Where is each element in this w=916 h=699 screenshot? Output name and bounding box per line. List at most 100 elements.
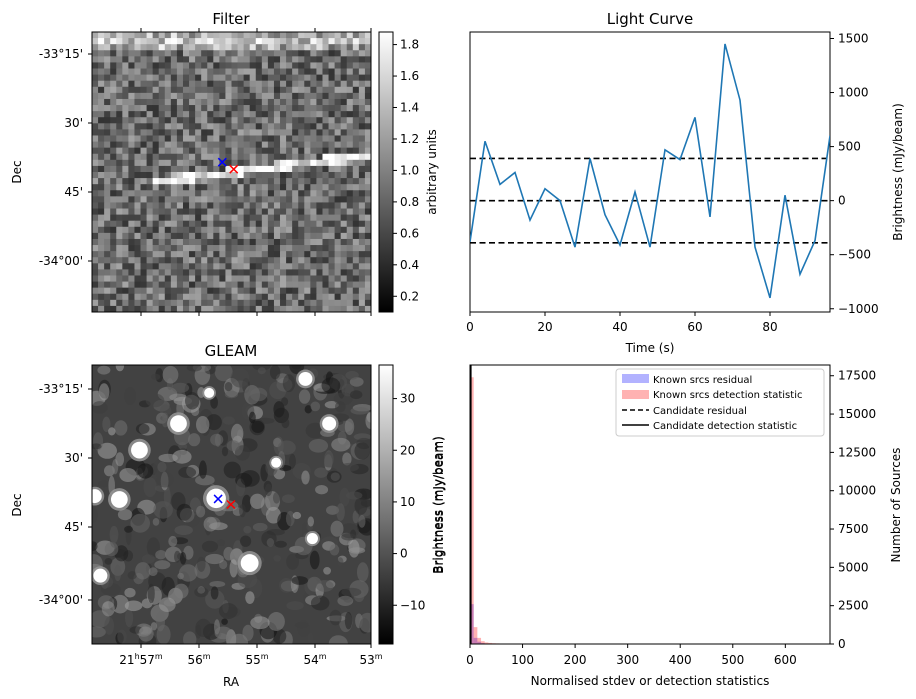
filter-pixel — [243, 178, 251, 185]
filter-pixel — [225, 293, 232, 301]
filter-pixel — [122, 178, 129, 185]
filter-pixel — [346, 190, 354, 197]
filter-pixel — [298, 257, 305, 264]
filter-pixel — [346, 214, 354, 222]
filter-pixel — [152, 196, 160, 203]
filter-pixel — [189, 74, 196, 82]
filter-pixel — [237, 196, 245, 203]
filter-pixel — [219, 172, 226, 179]
filter-pixel — [128, 129, 135, 136]
filter-pixel — [261, 105, 269, 112]
filter-pixel — [364, 50, 372, 57]
filter-pixel — [322, 50, 329, 57]
filter-pixel — [334, 86, 342, 94]
gleam-noise-blob — [257, 367, 266, 375]
filter-pixel — [328, 263, 336, 270]
gleam-noise-blob — [102, 416, 111, 432]
filter-pixel — [158, 214, 166, 222]
filter-pixel — [249, 165, 257, 173]
filter-pixel — [340, 196, 348, 203]
filter-pixel — [110, 214, 117, 222]
filter-pixel — [249, 129, 257, 136]
histogram-frame — [469, 364, 831, 645]
filter-pixel — [170, 147, 178, 155]
gleam-cb-tick-label: 0 — [400, 547, 408, 561]
filter-pixel — [334, 50, 342, 57]
filter-pixel — [98, 245, 105, 252]
filter-pixel — [364, 220, 372, 228]
gleam-noise-blob — [185, 392, 200, 410]
gleam-noise-blob — [151, 373, 161, 381]
filter-pixel — [225, 80, 232, 88]
filter-pixel — [328, 56, 336, 63]
filter-y-tick-label: 45' — [64, 185, 83, 199]
filter-colorbar-ticks: 0.20.40.60.81.01.21.41.61.8 — [393, 38, 419, 303]
filter-pixel — [158, 172, 166, 179]
filter-pixel — [164, 38, 172, 45]
lightcurve-y-tick-label: 1000 — [838, 86, 869, 100]
filter-pixel — [146, 50, 154, 57]
filter-pixel — [128, 38, 135, 45]
filter-pixel — [176, 80, 184, 88]
filter-pixel — [213, 172, 220, 179]
filter-pixel — [249, 299, 257, 307]
filter-pixel — [255, 38, 263, 45]
lightcurve-series-line — [470, 43, 830, 299]
histogram-bar-series-0 — [470, 604, 474, 644]
filter-pixel — [322, 129, 329, 136]
filter-pixel — [316, 287, 323, 295]
filter-pixel — [237, 105, 245, 112]
filter-pixel — [182, 232, 190, 240]
filter-pixel — [189, 226, 196, 234]
gleam-noise-blob — [307, 516, 314, 527]
filter-pixel — [249, 135, 257, 142]
filter-pixel — [213, 263, 220, 270]
filter-pixel — [280, 190, 287, 197]
filter-pixel — [352, 105, 360, 112]
gleam-x-tick-sup: m — [261, 652, 269, 661]
filter-pixel — [249, 56, 257, 63]
filter-pixel — [310, 178, 317, 185]
filter-pixel — [146, 263, 154, 270]
filter-pixel — [170, 275, 178, 282]
filter-pixel — [189, 86, 196, 94]
filter-pixel — [92, 135, 99, 142]
filter-pixel — [213, 123, 220, 130]
filter-pixel — [122, 68, 129, 76]
filter-pixel — [267, 92, 275, 100]
filter-pixel — [298, 159, 305, 167]
filter-pixel — [237, 153, 245, 161]
filter-pixel — [152, 80, 160, 88]
filter-pixel — [164, 117, 172, 124]
filter-pixel — [110, 129, 117, 136]
filter-pixel — [364, 32, 372, 39]
filter-pixel — [189, 44, 196, 51]
filter-pixel — [207, 92, 214, 100]
filter-pixel — [334, 184, 342, 191]
gleam-noise-blob — [209, 581, 226, 588]
filter-pixel — [304, 44, 311, 51]
filter-pixel — [322, 105, 329, 112]
filter-pixel — [352, 117, 360, 124]
lightcurve-thresholds — [470, 157, 830, 244]
filter-pixel — [219, 281, 226, 289]
lightcurve-x-ticks: 0 20 40 60 80 — [466, 312, 778, 334]
gleam-source — [204, 387, 215, 398]
filter-pixel — [140, 141, 147, 149]
filter-pixel — [225, 141, 232, 149]
filter-pixel — [243, 147, 251, 155]
filter-pixel — [122, 305, 129, 313]
filter-pixel — [267, 56, 275, 63]
filter-pixel — [134, 68, 141, 76]
filter-pixel — [152, 232, 160, 240]
filter-pixel — [249, 172, 257, 179]
filter-pixel — [273, 38, 281, 45]
filter-pixel — [328, 275, 336, 282]
gleam-noise-blob — [179, 552, 187, 565]
filter-pixel — [364, 202, 372, 209]
filter-pixel — [164, 238, 172, 246]
filter-pixel — [140, 238, 147, 246]
filter-pixel — [286, 98, 293, 106]
gleam-noise-blob — [185, 511, 201, 527]
filter-pixel — [92, 153, 99, 161]
